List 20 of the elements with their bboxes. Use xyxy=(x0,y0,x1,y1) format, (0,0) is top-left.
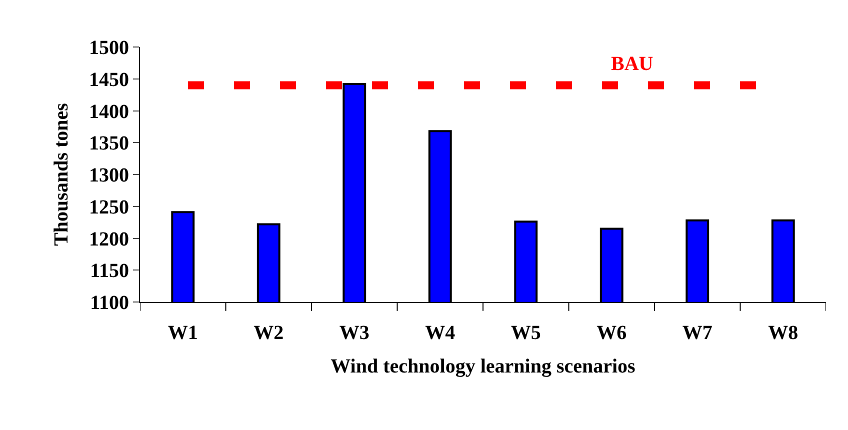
y-tick-label: 1150 xyxy=(90,260,129,282)
y-tick-label: 1200 xyxy=(89,228,129,250)
x-tick-label: W2 xyxy=(254,322,284,344)
x-tick-label: W8 xyxy=(768,322,798,344)
x-tick-label: W1 xyxy=(168,322,198,344)
y-tick-label: 1450 xyxy=(89,68,129,91)
y-tick-label: 1300 xyxy=(89,164,129,186)
y-tick-label: 1250 xyxy=(89,196,129,218)
y-tick-label: 1500 xyxy=(89,37,129,59)
x-tick-label: W4 xyxy=(425,322,456,344)
y-tick-label: 1100 xyxy=(90,292,129,314)
y-tick-label: 1350 xyxy=(89,132,129,155)
x-axis-title: Wind technology learning scenarios xyxy=(330,356,636,378)
x-tick-label: W6 xyxy=(596,322,627,344)
y-tick-label: 1400 xyxy=(89,100,129,123)
ref-line-label: BAU xyxy=(611,53,654,75)
x-tick-label: W3 xyxy=(339,322,370,344)
x-tick-label: W5 xyxy=(510,322,541,344)
y-axis-title: Thousands tones xyxy=(50,102,72,246)
x-tick-label: W7 xyxy=(682,322,712,344)
